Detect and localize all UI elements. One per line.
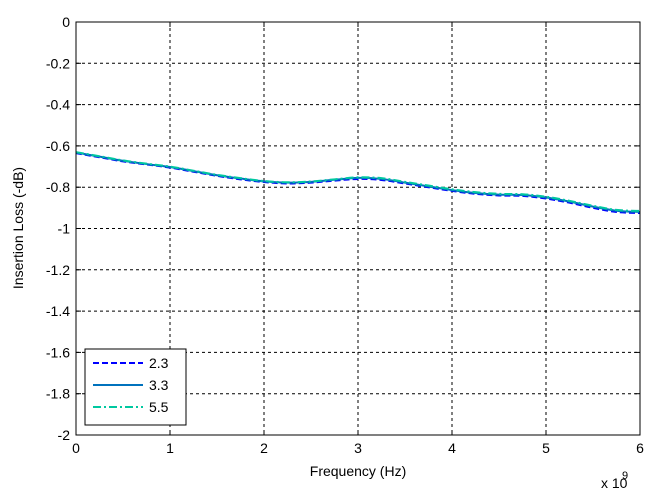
x-tick-label: 3 [354,440,362,456]
y-tick-label: -1.2 [46,262,70,278]
x-exponent-label: x 10 [601,475,628,491]
x-exponent-power: 9 [622,470,628,482]
series-line-5-5 [75,151,641,212]
y-tick-label: -0.4 [46,97,70,113]
y-tick-label: -0.2 [46,55,70,71]
y-tick-label: 0 [62,14,70,30]
legend-label: 5.5 [149,399,169,415]
legend-box [84,348,187,426]
axis-ticks: 0 1 2 3 4 5 6 0 -0.2 -0.4 -0.6 -0.8 -1 -1.2 -1.4 -1.6 -1… [46,14,644,456]
y-tick-label: -1 [58,221,71,237]
y-tick-label: -0.8 [46,179,70,195]
y-tick-label: -0.6 [46,138,70,154]
y-tick-label: -2 [58,427,71,443]
x-axis-label: Frequency (Hz) [310,463,406,479]
legend: 2.3 3.3 5.5 [84,348,187,426]
grid-lines [76,22,640,435]
x-tick-label: 0 [72,440,80,456]
legend-label: 2.3 [149,355,169,371]
y-tick-label: -1.8 [46,386,70,402]
y-tick-label: -1.6 [46,344,70,360]
x-tick-label: 2 [260,440,268,456]
x-tick-label: 1 [166,440,174,456]
x-tick-label: 6 [636,440,644,456]
x-tick-label: 5 [542,440,550,456]
y-tick-label: -1.4 [46,303,70,319]
x-tick-label: 4 [448,440,456,456]
legend-label: 3.3 [149,377,169,393]
y-axis-label: Insertion Loss (-dB) [10,167,26,289]
series-layer [75,151,641,215]
